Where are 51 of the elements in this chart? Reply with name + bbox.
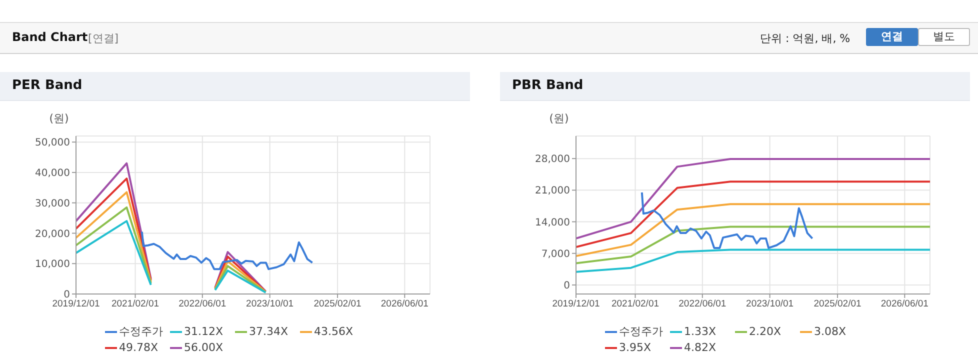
y-tick-label: 7,000: [541, 248, 570, 260]
line-series: [576, 226, 930, 264]
legend-label: 43.56X: [314, 325, 354, 338]
x-tick-label: 2025/02/01: [314, 298, 362, 310]
line-series: [576, 158, 930, 240]
legend-label: 1.33X: [684, 325, 716, 338]
legend-label: 수정주가: [119, 324, 163, 339]
x-tick-label: 2026/06/01: [380, 298, 428, 310]
line-series: [140, 230, 314, 270]
x-tick-label: 2023/10/01: [746, 298, 794, 310]
legend-label: 49.78X: [119, 341, 158, 354]
line-series: [576, 203, 930, 258]
legend-label: 31.12X: [184, 325, 224, 338]
toggle-button: 별도: [918, 28, 970, 46]
x-tick-label: 2019/12/01: [52, 298, 100, 310]
x-tick-label: 2026/06/01: [880, 298, 928, 310]
chart-title: PER Band: [0, 72, 470, 101]
y-axis-title: (원): [49, 112, 69, 125]
y-axis-title: (원): [549, 112, 569, 125]
y-tick-label: 10,000: [35, 259, 70, 270]
y-tick-label: 50,000: [35, 138, 70, 149]
legend-label: 37.34X: [249, 325, 288, 338]
y-tick-label: 0: [64, 290, 70, 301]
x-tick-label: 2019/12/01: [552, 298, 600, 310]
line-series: [576, 180, 930, 248]
y-tick-label: 28,000: [535, 154, 570, 166]
line-series: [640, 191, 814, 249]
line-series: [576, 248, 930, 273]
x-tick-label: 2022/06/01: [678, 298, 726, 310]
legend-label: 3.95X: [619, 341, 652, 354]
text: Band Chart: [12, 30, 88, 44]
y-tick-label: 30,000: [35, 198, 70, 210]
x-tick-label: 2025/02/01: [814, 298, 862, 310]
legend-label: 4.82X: [684, 341, 716, 354]
legend-label: 3.08X: [814, 325, 846, 338]
y-tick-label: 40,000: [35, 168, 70, 180]
y-tick-label: 20,000: [35, 228, 70, 240]
y-tick-label: 21,000: [535, 186, 570, 197]
y-tick-label: 0: [564, 280, 570, 292]
legend-label: 수정주가: [619, 324, 663, 339]
x-tick-label: 2022/06/01: [178, 298, 226, 310]
text: 단위 : 억원, 배, %: [760, 31, 850, 46]
x-tick-label: 2021/02/01: [111, 298, 160, 310]
legend-label: 2.20X: [749, 325, 782, 338]
toggle-button: 연결: [866, 28, 918, 46]
y-tick-label: 14,000: [535, 217, 570, 228]
chart-title: PBR Band: [500, 72, 970, 101]
legend-label: 56.00X: [184, 341, 224, 354]
text: [연결]: [88, 31, 119, 46]
x-tick-label: 2023/10/01: [246, 298, 294, 310]
x-tick-label: 2021/02/01: [611, 298, 660, 310]
